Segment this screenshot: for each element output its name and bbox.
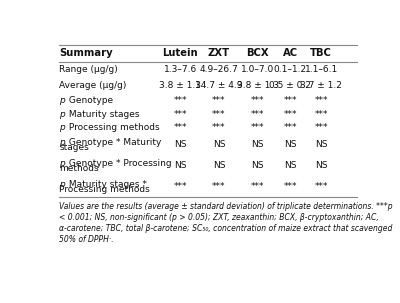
Text: p: p — [59, 138, 65, 147]
Text: ***: *** — [314, 123, 328, 132]
Text: Maturity stages *: Maturity stages * — [66, 180, 147, 188]
Text: 0.1–1.2: 0.1–1.2 — [274, 65, 307, 75]
Text: AC: AC — [283, 48, 298, 58]
Text: methods: methods — [59, 164, 99, 173]
Text: 1.0–7.0: 1.0–7.0 — [241, 65, 274, 75]
Text: ***: *** — [284, 123, 297, 132]
Text: Genotype * Processing: Genotype * Processing — [66, 158, 172, 168]
Text: Range (μg/g): Range (μg/g) — [59, 65, 118, 75]
Text: 14.7 ± 4.9: 14.7 ± 4.9 — [195, 81, 243, 90]
Text: ***: *** — [251, 123, 264, 132]
Text: Summary: Summary — [59, 48, 113, 58]
Text: Average (μg/g): Average (μg/g) — [59, 81, 127, 90]
Text: 3.7 ± 1.2: 3.7 ± 1.2 — [300, 81, 342, 90]
Text: ***: *** — [212, 110, 226, 118]
Text: ***: *** — [174, 96, 187, 105]
Text: ***: *** — [212, 96, 226, 105]
Text: TBC: TBC — [310, 48, 332, 58]
Text: stages: stages — [59, 143, 89, 152]
Text: ***: *** — [212, 123, 226, 132]
Text: Processing methods: Processing methods — [59, 185, 150, 194]
Text: ***: *** — [314, 110, 328, 118]
Text: ***: *** — [174, 123, 187, 132]
Text: NS: NS — [284, 140, 296, 149]
Text: BCX: BCX — [246, 48, 269, 58]
Text: NS: NS — [213, 140, 225, 149]
Text: ***: *** — [174, 182, 187, 191]
Text: NS: NS — [252, 161, 264, 170]
Text: p: p — [59, 96, 65, 105]
Text: p: p — [59, 158, 65, 168]
Text: Genotype * Maturity: Genotype * Maturity — [66, 138, 162, 147]
Text: ZXT: ZXT — [208, 48, 230, 58]
Text: ***: *** — [284, 110, 297, 118]
Text: NS: NS — [315, 161, 328, 170]
Text: p: p — [59, 123, 65, 132]
Text: Maturity stages: Maturity stages — [66, 110, 140, 118]
Text: 1.3–7.6: 1.3–7.6 — [164, 65, 197, 75]
Text: Genotype: Genotype — [66, 96, 113, 105]
Text: 1.1–6.1: 1.1–6.1 — [305, 65, 338, 75]
Text: ***: *** — [314, 96, 328, 105]
Text: Processing methods: Processing methods — [66, 123, 160, 132]
Text: ***: *** — [251, 182, 264, 191]
Text: ***: *** — [251, 96, 264, 105]
Text: ***: *** — [251, 110, 264, 118]
Text: NS: NS — [284, 161, 296, 170]
Text: ***: *** — [314, 182, 328, 191]
Text: NS: NS — [213, 161, 225, 170]
Text: p: p — [59, 180, 65, 188]
Text: NS: NS — [174, 140, 186, 149]
Text: Values are the results (average ± standard deviation) of triplicate determinatio: Values are the results (average ± standa… — [59, 201, 393, 244]
Text: NS: NS — [252, 140, 264, 149]
Text: p: p — [59, 110, 65, 118]
Text: NS: NS — [174, 161, 186, 170]
Text: ***: *** — [284, 96, 297, 105]
Text: ***: *** — [174, 110, 187, 118]
Text: 3.8 ± 1.3: 3.8 ± 1.3 — [159, 81, 201, 90]
Text: Lutein: Lutein — [162, 48, 198, 58]
Text: 4.9–26.7: 4.9–26.7 — [200, 65, 238, 75]
Text: NS: NS — [315, 140, 328, 149]
Text: 0.5 ± 0.2: 0.5 ± 0.2 — [269, 81, 311, 90]
Text: 3.8 ± 1.3: 3.8 ± 1.3 — [237, 81, 279, 90]
Text: ***: *** — [212, 182, 226, 191]
Text: ***: *** — [284, 182, 297, 191]
